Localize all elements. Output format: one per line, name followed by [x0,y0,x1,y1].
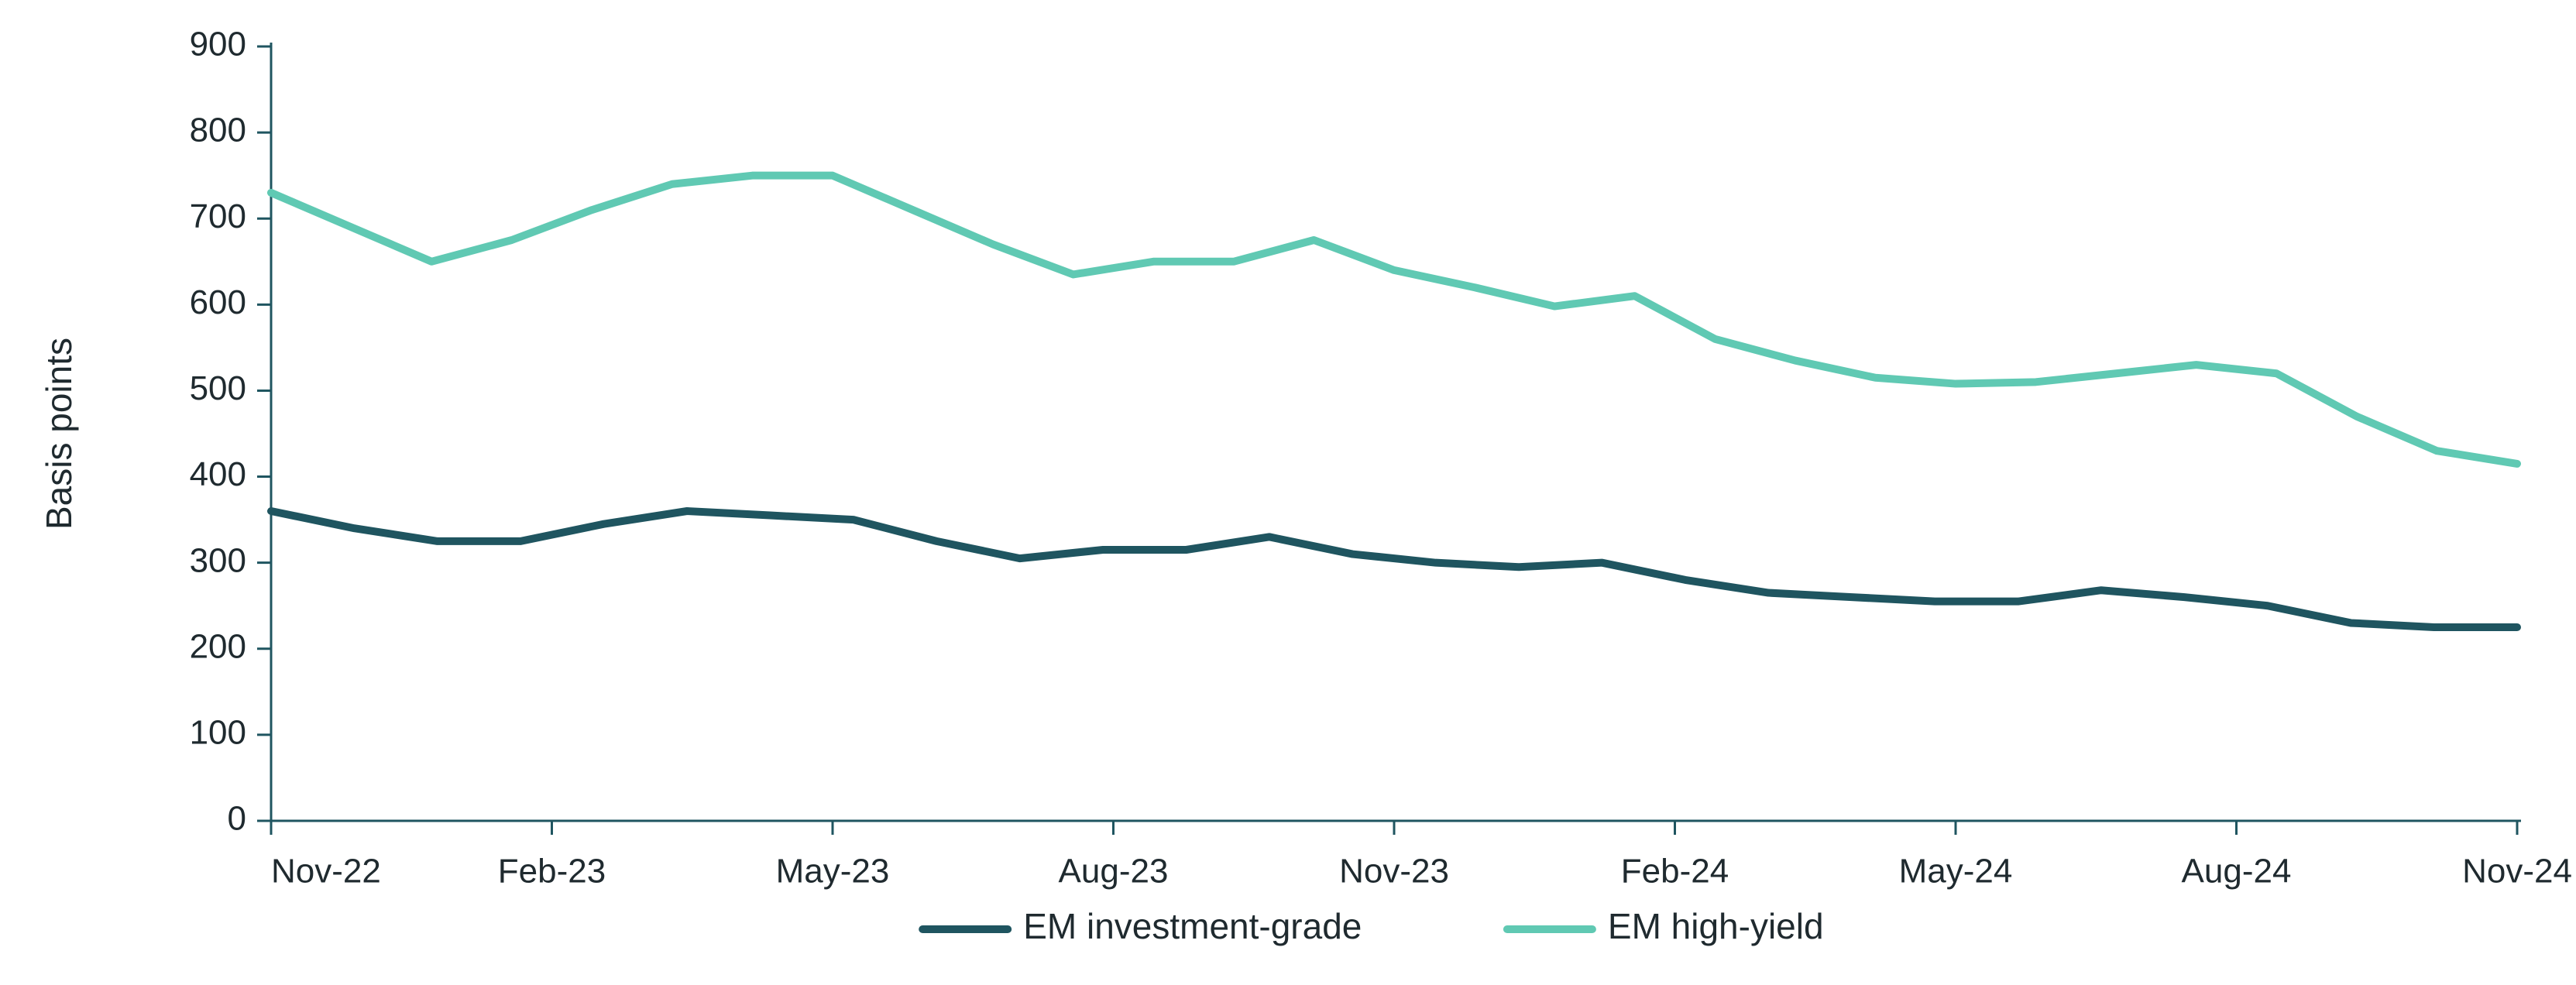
x-tick-label: May-23 [776,853,890,891]
x-tick-label: Nov-24 [2462,853,2572,891]
y-tick-label: 500 [190,369,246,407]
x-tick-label: Aug-24 [2182,853,2292,891]
x-tick-label: Nov-22 [271,853,381,891]
y-tick-label: 700 [190,197,246,235]
legend-label: EM high-yield [1608,906,1824,946]
y-tick-label: 400 [190,455,246,493]
x-tick-label: Nov-23 [1339,853,1449,891]
x-tick-label: Feb-23 [498,853,606,891]
series-line-0 [271,511,2517,627]
y-tick-label: 100 [190,714,246,752]
x-tick-label: Aug-23 [1059,853,1169,891]
y-tick-label: 600 [190,283,246,321]
y-tick-label: 0 [228,800,246,838]
legend-label: EM investment-grade [1023,906,1362,946]
x-tick-label: Feb-24 [1621,853,1729,891]
y-tick-label: 300 [190,541,246,579]
chart-svg: 0 100 200 300 400 500 600 700 800 900 Basis points… [0,0,2576,985]
y-tick-label: 900 [190,26,246,63]
y-axis-label: Basis points [39,338,79,530]
spread-chart: 0 100 200 300 400 500 600 700 800 900 Basis points… [0,0,2576,985]
x-tick-label: May-24 [1899,853,2013,891]
y-tick-label: 200 [190,627,246,665]
y-tick-label: 800 [190,112,246,149]
series-line-1 [271,176,2517,464]
